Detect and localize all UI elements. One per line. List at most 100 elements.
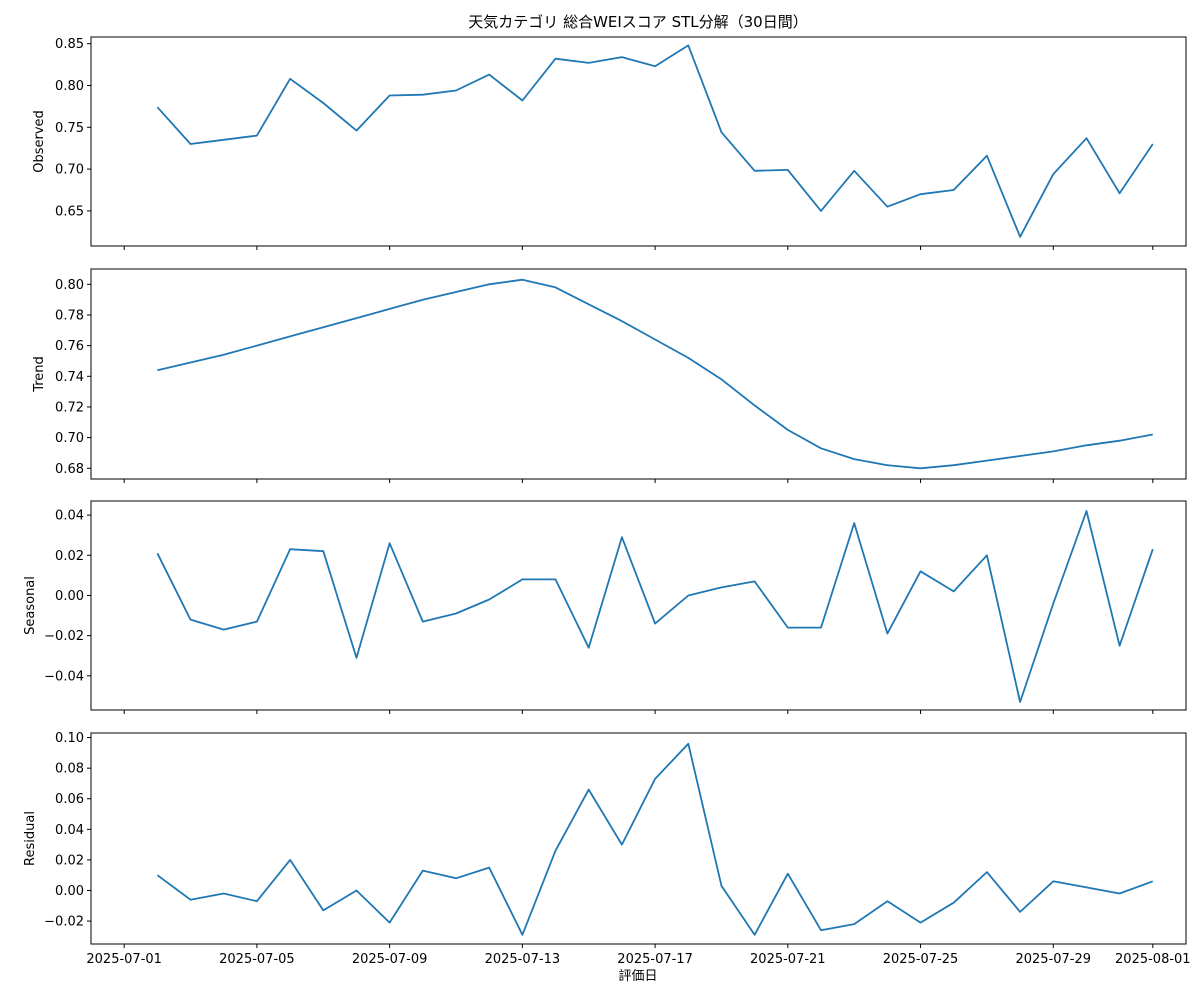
y-tick-label: 0.65 [55,204,84,219]
data-point [355,129,359,133]
data-point [355,656,359,660]
data-point [1051,602,1055,606]
data-point [487,282,491,286]
data-point [554,849,558,853]
data-point [819,209,823,213]
data-point [885,205,889,209]
x-tick-label: 2025-07-05 [219,952,295,967]
x-tick-label: 2025-07-01 [86,952,162,967]
y-axis-label: Trend [32,356,47,393]
data-point [985,553,989,557]
y-tick-label: 0.85 [55,37,84,52]
y-tick-label: 0.04 [55,823,84,838]
data-point [653,777,657,781]
data-point [155,873,159,877]
data-point [355,889,359,893]
data-point [852,169,856,173]
data-point [1118,191,1122,195]
data-point [520,278,524,282]
y-axis-label: Seasonal [23,576,38,635]
axes-frame [90,268,1187,480]
data-point [288,547,292,551]
data-point [321,908,325,912]
x-tick-label: 2025-07-13 [485,952,561,967]
data-point [1118,439,1122,443]
data-point [388,94,392,98]
data-point [1085,885,1089,889]
data-point [919,921,923,925]
data-point [885,463,889,467]
x-tick-label: 2025-08-01 [1115,952,1191,967]
data-point [952,589,956,593]
data-point [388,921,392,925]
y-axis-label: Observed [32,110,47,173]
y-tick-label: 0.72 [55,400,84,415]
axes-frame [90,36,1187,247]
data-point [1118,892,1122,896]
data-point [620,535,624,539]
data-point [1151,547,1155,551]
data-point [288,334,292,338]
data-point [1018,700,1022,704]
data-point [653,338,657,342]
data-point [786,626,790,630]
data-point [653,622,657,626]
panel-observed: 0.65 0.70 0.75 0.80 0.85 Observed [32,36,1187,250]
y-tick-label: −0.04 [44,669,84,684]
x-tick-label: 2025-07-17 [617,952,693,967]
data-point [852,521,856,525]
data-point [189,618,193,622]
data-point [454,876,458,880]
data-point [786,168,790,172]
data-point [720,377,724,381]
data-point [819,446,823,450]
x-tick-label: 2025-07-09 [352,952,428,967]
data-point [520,99,524,103]
x-tick-label: 2025-07-25 [883,952,959,967]
y-tick-label: 0.74 [55,370,84,385]
data-point [686,594,690,598]
panels: 0.65 0.70 0.75 0.80 0.85 Observed 0.68 0.70 0.72… [23,36,1191,967]
data-point [919,466,923,470]
data-point [720,585,724,589]
data-point [753,933,757,937]
data-point [1151,433,1155,437]
data-point [686,43,690,47]
data-point [1085,443,1089,447]
data-point [520,933,524,937]
data-point [288,858,292,862]
data-point [520,577,524,581]
data-point [222,138,226,142]
y-tick-label: −0.02 [44,629,84,644]
data-point [985,154,989,158]
data-point [786,428,790,432]
data-point [985,870,989,874]
data-point [421,93,425,97]
data-point [222,628,226,632]
data-point [720,130,724,134]
data-point [885,632,889,636]
chart-title: 天気カテゴリ 総合WEIスコア STL分解（30日間） [468,13,807,31]
y-tick-label: 0.78 [55,308,84,323]
data-point [587,302,591,306]
data-point [852,457,856,461]
data-point [819,928,823,932]
data-point [355,316,359,320]
data-point [554,285,558,289]
data-point [786,872,790,876]
x-tick-label: 2025-07-29 [1015,952,1091,967]
data-point [421,298,425,302]
y-axis-label: Residual [23,811,38,866]
data-point [454,290,458,294]
axes-frame [90,732,1187,945]
data-point [189,361,193,365]
data-point [155,368,159,372]
data-point [620,55,624,59]
data-point [321,101,325,105]
data-point [620,843,624,847]
data-point [720,884,724,888]
y-tick-label: 0.08 [55,762,84,777]
data-point [819,626,823,630]
data-point [222,353,226,357]
